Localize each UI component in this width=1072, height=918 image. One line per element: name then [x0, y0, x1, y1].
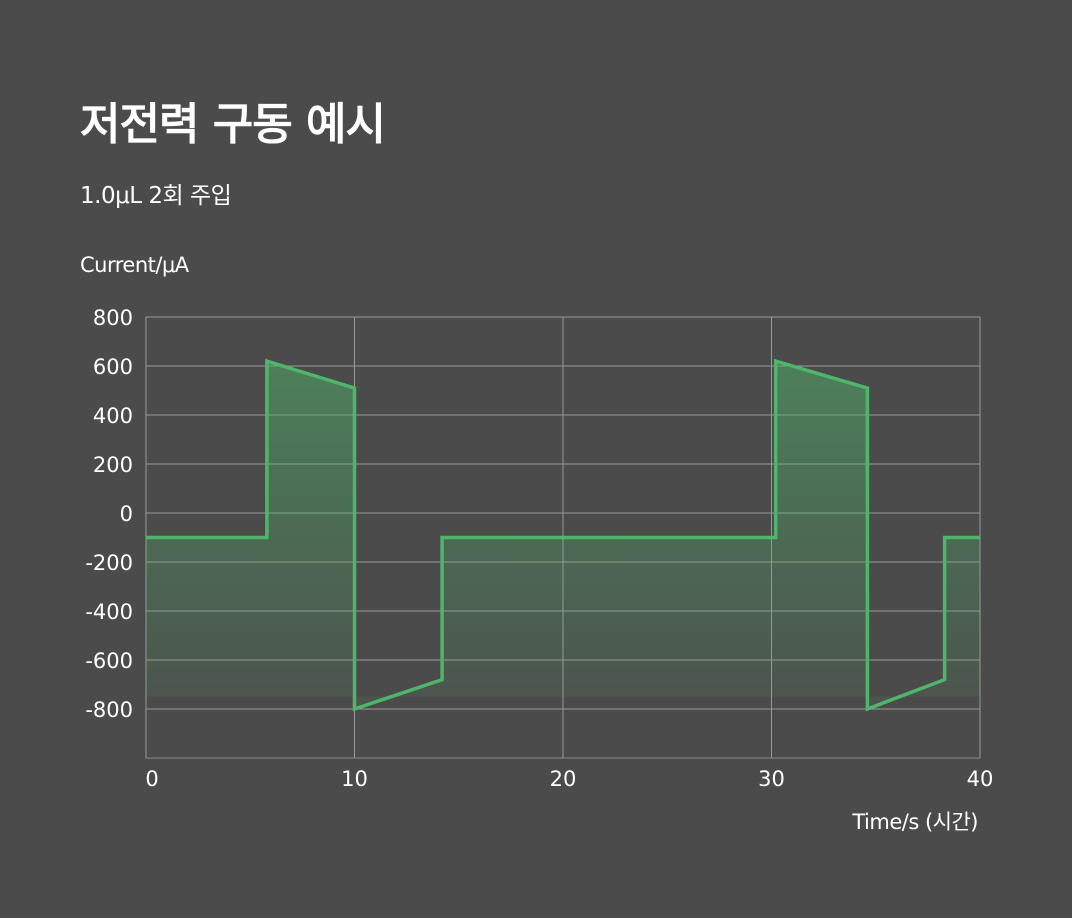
y-tick-label: 400	[93, 404, 133, 428]
y-tick-label: -800	[85, 698, 133, 722]
x-tick-label: 20	[550, 767, 577, 791]
x-axis-label: Time/s (시간)	[852, 810, 978, 834]
x-tick-label: 10	[341, 767, 368, 791]
x-tick-label: 0	[145, 767, 158, 791]
series-line	[146, 358, 980, 712]
y-tick-label: -200	[85, 551, 133, 575]
y-tick-label: -600	[85, 649, 133, 673]
y-tick-label: -400	[85, 600, 133, 624]
y-tick-label: 0	[120, 502, 133, 526]
x-tick-label: 30	[758, 767, 785, 791]
x-tick-label: 40	[967, 767, 994, 791]
chart-title: 저전력 구동 예시	[80, 99, 386, 150]
y-tick-label: 200	[93, 453, 133, 477]
y-tick-label: 800	[93, 306, 133, 330]
chart-subtitle: 1.0μL 2회 주입	[80, 183, 232, 209]
y-tick-label: 600	[93, 355, 133, 379]
y-axis-label: Current/μA	[80, 253, 189, 277]
